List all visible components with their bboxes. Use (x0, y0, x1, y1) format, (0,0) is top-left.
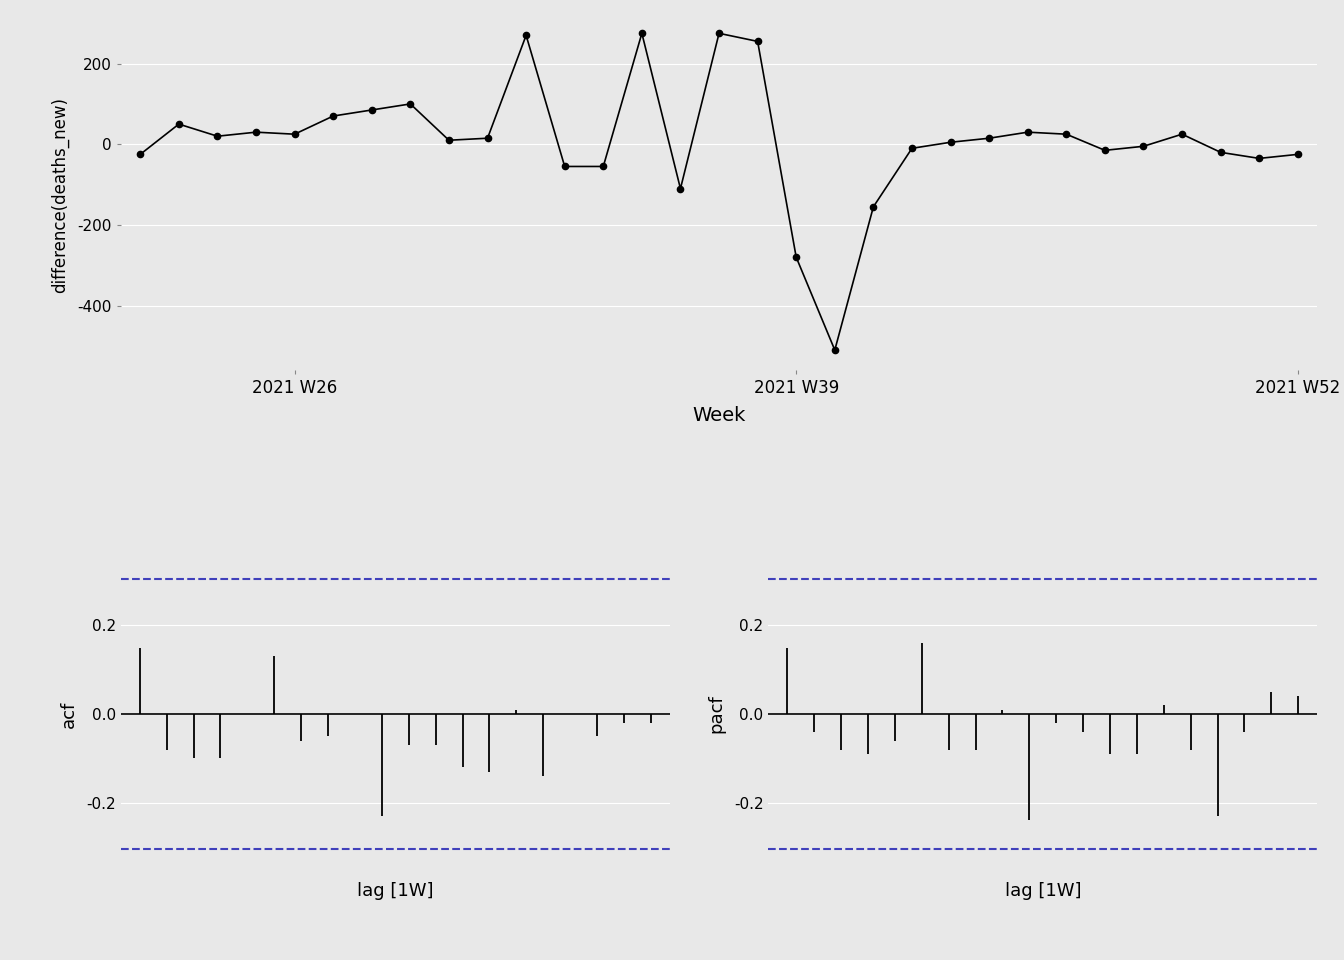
Y-axis label: acf: acf (60, 701, 78, 728)
X-axis label: lag [1W]: lag [1W] (358, 882, 434, 900)
X-axis label: Week: Week (692, 405, 746, 424)
X-axis label: lag [1W]: lag [1W] (1004, 882, 1081, 900)
Y-axis label: difference(deaths_new): difference(deaths_new) (51, 97, 70, 293)
Y-axis label: pacf: pacf (707, 695, 726, 733)
